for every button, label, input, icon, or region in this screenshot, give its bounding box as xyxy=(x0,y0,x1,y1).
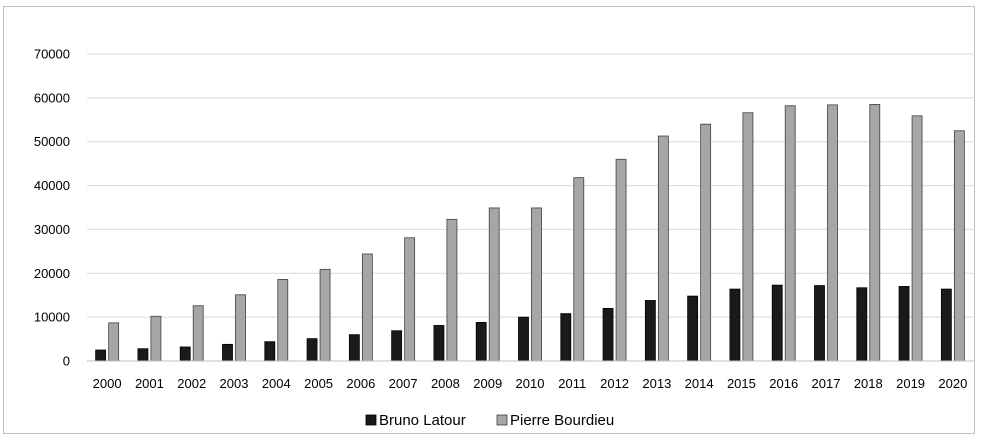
x-tick-label: 2011 xyxy=(558,376,586,391)
legend-label: Bruno Latour xyxy=(379,412,466,429)
y-tick-label: 70000 xyxy=(34,47,70,62)
x-tick-label: 2002 xyxy=(177,376,206,391)
x-tick-label: 2003 xyxy=(220,376,249,391)
x-tick-label: 2014 xyxy=(685,376,714,391)
bar-bruno-latour-2015 xyxy=(729,288,741,362)
bar-pierre-bourdieu-2008 xyxy=(446,218,458,362)
bar-bruno-latour-2019 xyxy=(898,286,910,362)
bar-pierre-bourdieu-2011 xyxy=(573,177,585,362)
x-tick-label: 2013 xyxy=(642,376,671,391)
bar-pierre-bourdieu-2020 xyxy=(953,130,965,362)
y-tick-label: 0 xyxy=(63,354,70,369)
y-tick-label: 40000 xyxy=(34,178,70,193)
bar-pierre-bourdieu-2000 xyxy=(108,322,120,362)
legend-swatch xyxy=(365,414,377,426)
bar-bruno-latour-2012 xyxy=(602,307,614,362)
bar-bruno-latour-2010 xyxy=(518,316,529,362)
y-tick-label: 10000 xyxy=(34,310,70,325)
bar-pierre-bourdieu-2019 xyxy=(911,115,923,362)
bar-bruno-latour-2000 xyxy=(95,349,107,362)
bar-bruno-latour-2018 xyxy=(856,287,868,362)
bar-bruno-latour-2002 xyxy=(179,346,191,362)
x-tick-label: 2004 xyxy=(262,376,291,391)
bar-bruno-latour-2017 xyxy=(814,285,825,362)
bar-bruno-latour-2005 xyxy=(306,338,318,362)
bar-pierre-bourdieu-2012 xyxy=(615,158,627,362)
y-axis-ticks: 0 10000 20000 30000 40000 50000 60000 70000 xyxy=(34,47,70,369)
bar-pierre-bourdieu-2014 xyxy=(700,123,712,362)
bar-pierre-bourdieu-2015 xyxy=(742,112,754,362)
bar-bruno-latour-2016 xyxy=(771,284,783,362)
bar-pierre-bourdieu-2001 xyxy=(150,315,162,362)
x-tick-label: 2018 xyxy=(854,376,883,391)
bars xyxy=(95,104,965,362)
y-tick-label: 60000 xyxy=(34,90,70,105)
bar-pierre-bourdieu-2009 xyxy=(488,207,500,362)
bar-bruno-latour-2007 xyxy=(391,330,403,362)
y-tick-label: 50000 xyxy=(34,134,70,149)
y-tick-label: 30000 xyxy=(34,222,70,237)
bar-pierre-bourdieu-2003 xyxy=(235,294,246,362)
x-tick-label: 2007 xyxy=(389,376,418,391)
bar-bruno-latour-2001 xyxy=(137,348,149,362)
bar-pierre-bourdieu-2002 xyxy=(192,305,204,362)
bar-pierre-bourdieu-2018 xyxy=(869,104,881,362)
gridlines xyxy=(87,53,975,318)
x-tick-label: 2005 xyxy=(304,376,333,391)
bar-pierre-bourdieu-2007 xyxy=(404,237,416,362)
bar-bruno-latour-2014 xyxy=(687,295,699,362)
x-tick-label: 2015 xyxy=(727,376,756,391)
y-tick-label: 20000 xyxy=(34,266,70,281)
x-tick-label: 2001 xyxy=(135,376,164,391)
x-tick-label: 2019 xyxy=(896,376,925,391)
bar-bruno-latour-2003 xyxy=(222,343,233,362)
bar-pierre-bourdieu-2013 xyxy=(657,135,669,362)
x-tick-label: 2006 xyxy=(346,376,375,391)
legend: Bruno Latour Pierre Bourdieu xyxy=(365,412,614,429)
bar-pierre-bourdieu-2006 xyxy=(361,253,373,362)
x-axis-ticks: 2000 2001 2002 2003 2004 2005 2006 2007 2008 2009… xyxy=(93,376,968,391)
legend-swatch xyxy=(496,414,508,426)
bar-bruno-latour-2013 xyxy=(644,300,656,362)
x-tick-label: 2017 xyxy=(812,376,841,391)
legend-label: Pierre Bourdieu xyxy=(510,412,614,429)
bar-bruno-latour-2009 xyxy=(475,322,487,362)
bar-bruno-latour-2008 xyxy=(433,325,445,362)
x-tick-label: 2009 xyxy=(473,376,502,391)
x-tick-label: 2000 xyxy=(93,376,122,391)
bar-bruno-latour-2006 xyxy=(348,334,360,362)
x-tick-label: 2008 xyxy=(431,376,460,391)
bar-bruno-latour-2004 xyxy=(264,341,276,362)
bar-bruno-latour-2020 xyxy=(940,288,952,362)
bar-pierre-bourdieu-2017 xyxy=(827,104,838,362)
bar-pierre-bourdieu-2016 xyxy=(784,105,796,362)
x-tick-label: 2020 xyxy=(938,376,967,391)
bar-pierre-bourdieu-2010 xyxy=(531,207,542,362)
x-tick-label: 2010 xyxy=(516,376,545,391)
bar-pierre-bourdieu-2005 xyxy=(319,268,331,362)
x-tick-label: 2016 xyxy=(769,376,798,391)
bar-pierre-bourdieu-2004 xyxy=(277,279,289,362)
x-tick-label: 2012 xyxy=(600,376,629,391)
bar-bruno-latour-2011 xyxy=(560,313,572,362)
